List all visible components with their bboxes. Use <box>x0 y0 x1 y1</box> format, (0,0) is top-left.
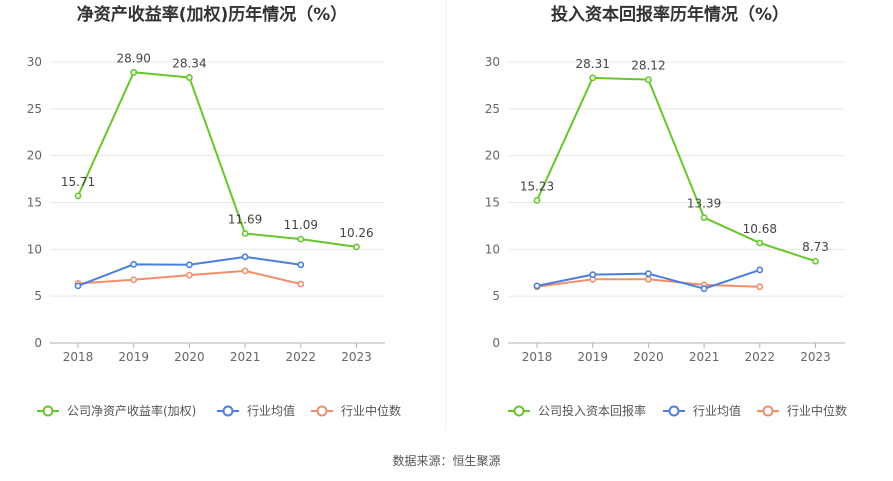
data-point <box>533 282 541 290</box>
data-point <box>589 271 597 279</box>
data-point <box>74 282 82 290</box>
y-tick-label: 5 <box>34 289 42 303</box>
data-point <box>756 266 764 274</box>
y-tick-label: 30 <box>485 55 500 69</box>
data-point <box>185 271 193 279</box>
data-point <box>185 261 193 269</box>
x-tick-label: 2020 <box>633 350 664 364</box>
x-tick-label: 2018 <box>63 350 94 364</box>
data-point <box>241 230 249 237</box>
legend-label: 行业中位数 <box>787 403 847 418</box>
y-tick-label: 20 <box>27 149 42 163</box>
data-point <box>812 257 819 265</box>
data-point <box>297 261 305 269</box>
x-tick-label: 2022 <box>745 350 776 364</box>
data-point <box>297 280 305 288</box>
data-label: 10.26 <box>339 226 373 240</box>
data-point <box>700 285 708 293</box>
x-tick-label: 2019 <box>577 350 608 364</box>
roe-chart: 净资产收益率(加权)历年情况（%） 0 5 10 15 20 25 30 2018 2019 202… <box>27 4 401 418</box>
y-tick-label: 10 <box>27 242 42 256</box>
data-point <box>130 260 138 268</box>
y-tick-label: 0 <box>492 336 500 350</box>
data-point <box>353 243 360 251</box>
data-point <box>297 235 305 243</box>
data-label: 28.31 <box>576 57 610 71</box>
x-tick-label: 2021 <box>689 350 720 364</box>
data-point <box>756 239 764 247</box>
legend-swatch-marker <box>762 405 774 417</box>
legend-label: 行业均值 <box>247 403 295 418</box>
legend-label: 行业中位数 <box>341 403 401 418</box>
x-tick-label: 2021 <box>230 350 261 364</box>
chart-title: 净资产收益率(加权)历年情况（%） <box>77 4 348 25</box>
data-label: 15.23 <box>520 179 554 193</box>
roic-chart: 投入资本回报率历年情况（%） 0 5 10 15 20 25 30 2018 2019 2020 20… <box>485 4 847 418</box>
legend-label: 公司投入资本回报率 <box>538 403 646 418</box>
y-tick-label: 10 <box>485 242 500 256</box>
x-tick-label: 2023 <box>341 350 372 364</box>
legend-swatch-marker <box>513 405 525 417</box>
data-point <box>533 196 541 204</box>
data-point <box>185 74 193 81</box>
y-tick-label: 25 <box>27 102 42 116</box>
data-point <box>589 74 597 82</box>
x-tick-label: 2022 <box>286 350 317 364</box>
data-label: 28.90 <box>117 51 151 65</box>
legend-swatch-marker <box>668 405 680 417</box>
data-label: 11.69 <box>228 213 262 227</box>
y-tick-label: 5 <box>492 289 500 303</box>
y-tick-label: 15 <box>27 196 42 210</box>
data-label: 28.34 <box>172 57 206 71</box>
series-line <box>536 76 816 263</box>
data-point <box>74 192 82 200</box>
x-tick-label: 2020 <box>174 350 205 364</box>
data-label: 13.39 <box>687 197 721 211</box>
legend-swatch-marker <box>222 405 234 417</box>
y-tick-label: 30 <box>27 55 42 69</box>
x-tick-label: 2018 <box>522 350 553 364</box>
legend-label: 行业均值 <box>693 403 741 418</box>
chart-title: 投入资本回报率历年情况（%） <box>551 4 789 25</box>
data-point <box>130 276 138 284</box>
y-tick-label: 20 <box>485 149 500 163</box>
data-label: 11.09 <box>284 218 318 232</box>
data-label: 10.68 <box>743 222 777 236</box>
legend-swatch-marker <box>42 405 54 417</box>
data-point <box>241 267 249 275</box>
data-point <box>645 76 652 84</box>
legend-swatch-marker <box>316 405 328 417</box>
data-point <box>645 275 652 283</box>
y-tick-label: 25 <box>485 102 500 116</box>
data-label: 15.71 <box>61 175 95 189</box>
y-tick-label: 0 <box>34 336 42 350</box>
data-point <box>756 283 764 291</box>
series-line <box>77 71 357 248</box>
data-label: 8.73 <box>802 240 829 254</box>
data-point <box>130 68 138 76</box>
y-tick-label: 15 <box>485 196 500 210</box>
legend-label: 公司净资产收益率(加权) <box>67 403 196 418</box>
data-point <box>700 214 708 221</box>
data-point <box>241 253 249 261</box>
data-label: 28.12 <box>631 59 665 73</box>
data-point <box>645 270 652 278</box>
x-tick-label: 2019 <box>118 350 149 364</box>
x-tick-label: 2023 <box>800 350 831 364</box>
source-note: 数据来源：恒生聚源 <box>392 453 500 468</box>
